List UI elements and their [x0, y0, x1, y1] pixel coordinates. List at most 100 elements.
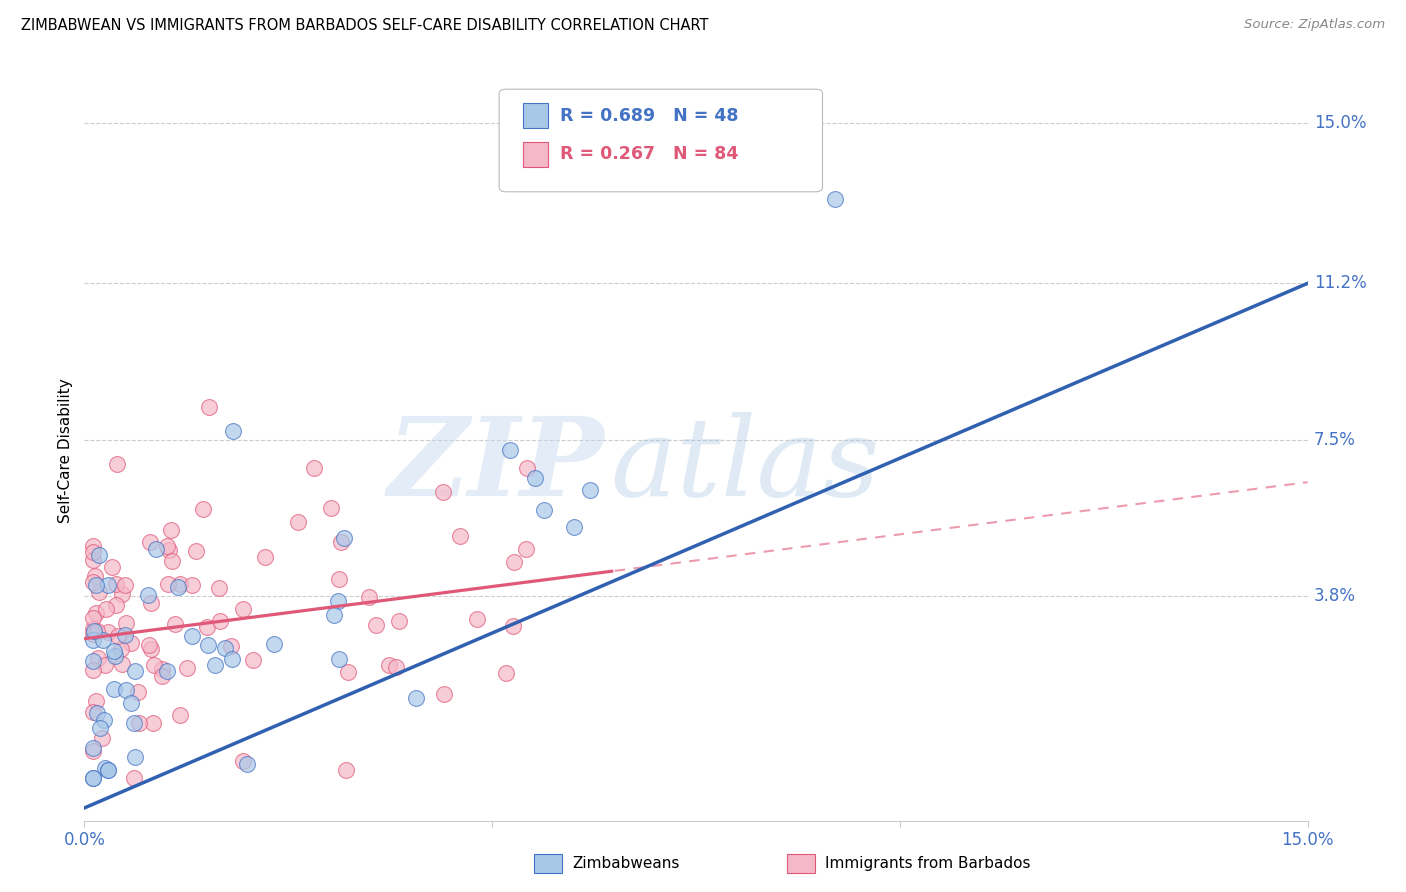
Point	[104, 649, 127, 664]
Point	[139, 535, 162, 549]
Point	[124, 664, 146, 678]
Point	[433, 687, 456, 701]
Point	[332, 531, 354, 545]
Point	[319, 501, 342, 516]
Point	[287, 515, 309, 529]
Point	[219, 640, 242, 654]
Point	[114, 615, 136, 630]
Point	[82, 574, 104, 589]
Point	[120, 636, 142, 650]
Point	[82, 654, 104, 668]
Point	[124, 750, 146, 764]
Point	[97, 624, 120, 639]
Point	[86, 607, 108, 621]
Point	[82, 740, 104, 755]
Point	[82, 539, 104, 553]
Point	[82, 705, 104, 719]
Point	[87, 585, 110, 599]
Point	[115, 683, 138, 698]
Point	[197, 638, 219, 652]
Point	[150, 662, 173, 676]
Point	[191, 501, 214, 516]
Point	[124, 772, 146, 786]
Point	[120, 696, 142, 710]
Text: Zimbabweans: Zimbabweans	[572, 856, 679, 871]
Text: 7.5%: 7.5%	[1313, 431, 1355, 449]
Point	[204, 658, 226, 673]
Point	[180, 629, 202, 643]
Point	[82, 772, 104, 786]
Point	[330, 535, 353, 549]
Point	[198, 400, 221, 414]
Point	[176, 660, 198, 674]
Text: Source: ZipAtlas.com: Source: ZipAtlas.com	[1244, 18, 1385, 31]
Point	[195, 620, 218, 634]
Point	[122, 715, 145, 730]
Point	[533, 503, 555, 517]
Point	[263, 637, 285, 651]
Point	[103, 681, 125, 696]
Point	[86, 706, 108, 720]
Point	[578, 483, 600, 497]
Point	[128, 716, 150, 731]
Point	[107, 629, 129, 643]
Point	[221, 424, 243, 438]
Point	[136, 588, 159, 602]
Point	[156, 664, 179, 678]
Point	[405, 690, 427, 705]
Point	[432, 484, 454, 499]
Point	[166, 580, 188, 594]
Point	[335, 763, 357, 777]
Point	[82, 545, 104, 559]
Point	[328, 572, 350, 586]
Point	[94, 602, 117, 616]
Point	[824, 192, 846, 206]
Point	[89, 721, 111, 735]
Point	[96, 764, 118, 778]
Point	[232, 754, 254, 768]
Point	[150, 669, 173, 683]
Point	[111, 587, 134, 601]
Point	[82, 622, 104, 636]
Point	[93, 713, 115, 727]
Point	[91, 632, 114, 647]
Point	[516, 460, 538, 475]
Point	[103, 644, 125, 658]
Point	[302, 461, 325, 475]
Point	[323, 608, 346, 623]
Point	[156, 539, 179, 553]
Point	[232, 601, 254, 615]
Point	[84, 569, 107, 583]
Point	[163, 617, 186, 632]
Point	[502, 619, 524, 633]
Point	[111, 657, 134, 671]
Point	[82, 772, 104, 786]
Point	[181, 578, 204, 592]
Point	[157, 542, 180, 557]
Point	[82, 663, 104, 677]
Point	[82, 627, 104, 641]
Point	[82, 744, 104, 758]
Point	[242, 653, 264, 667]
Point	[449, 529, 471, 543]
Text: R = 0.267   N = 84: R = 0.267 N = 84	[560, 145, 738, 163]
Point	[104, 598, 127, 612]
Point	[97, 763, 120, 777]
Point	[208, 581, 231, 595]
Point	[83, 624, 105, 638]
Text: 15.0%: 15.0%	[1313, 113, 1367, 132]
Point	[105, 457, 128, 471]
Point	[388, 614, 411, 628]
Point	[378, 658, 401, 673]
Point	[515, 542, 537, 557]
Point	[236, 757, 259, 772]
Point	[160, 523, 183, 537]
Point	[145, 542, 167, 557]
Point	[139, 596, 162, 610]
Point	[114, 578, 136, 592]
Text: Immigrants from Barbados: Immigrants from Barbados	[825, 856, 1031, 871]
Text: ZIP: ZIP	[388, 411, 605, 519]
Point	[110, 642, 132, 657]
Point	[94, 761, 117, 775]
Point	[82, 611, 104, 625]
